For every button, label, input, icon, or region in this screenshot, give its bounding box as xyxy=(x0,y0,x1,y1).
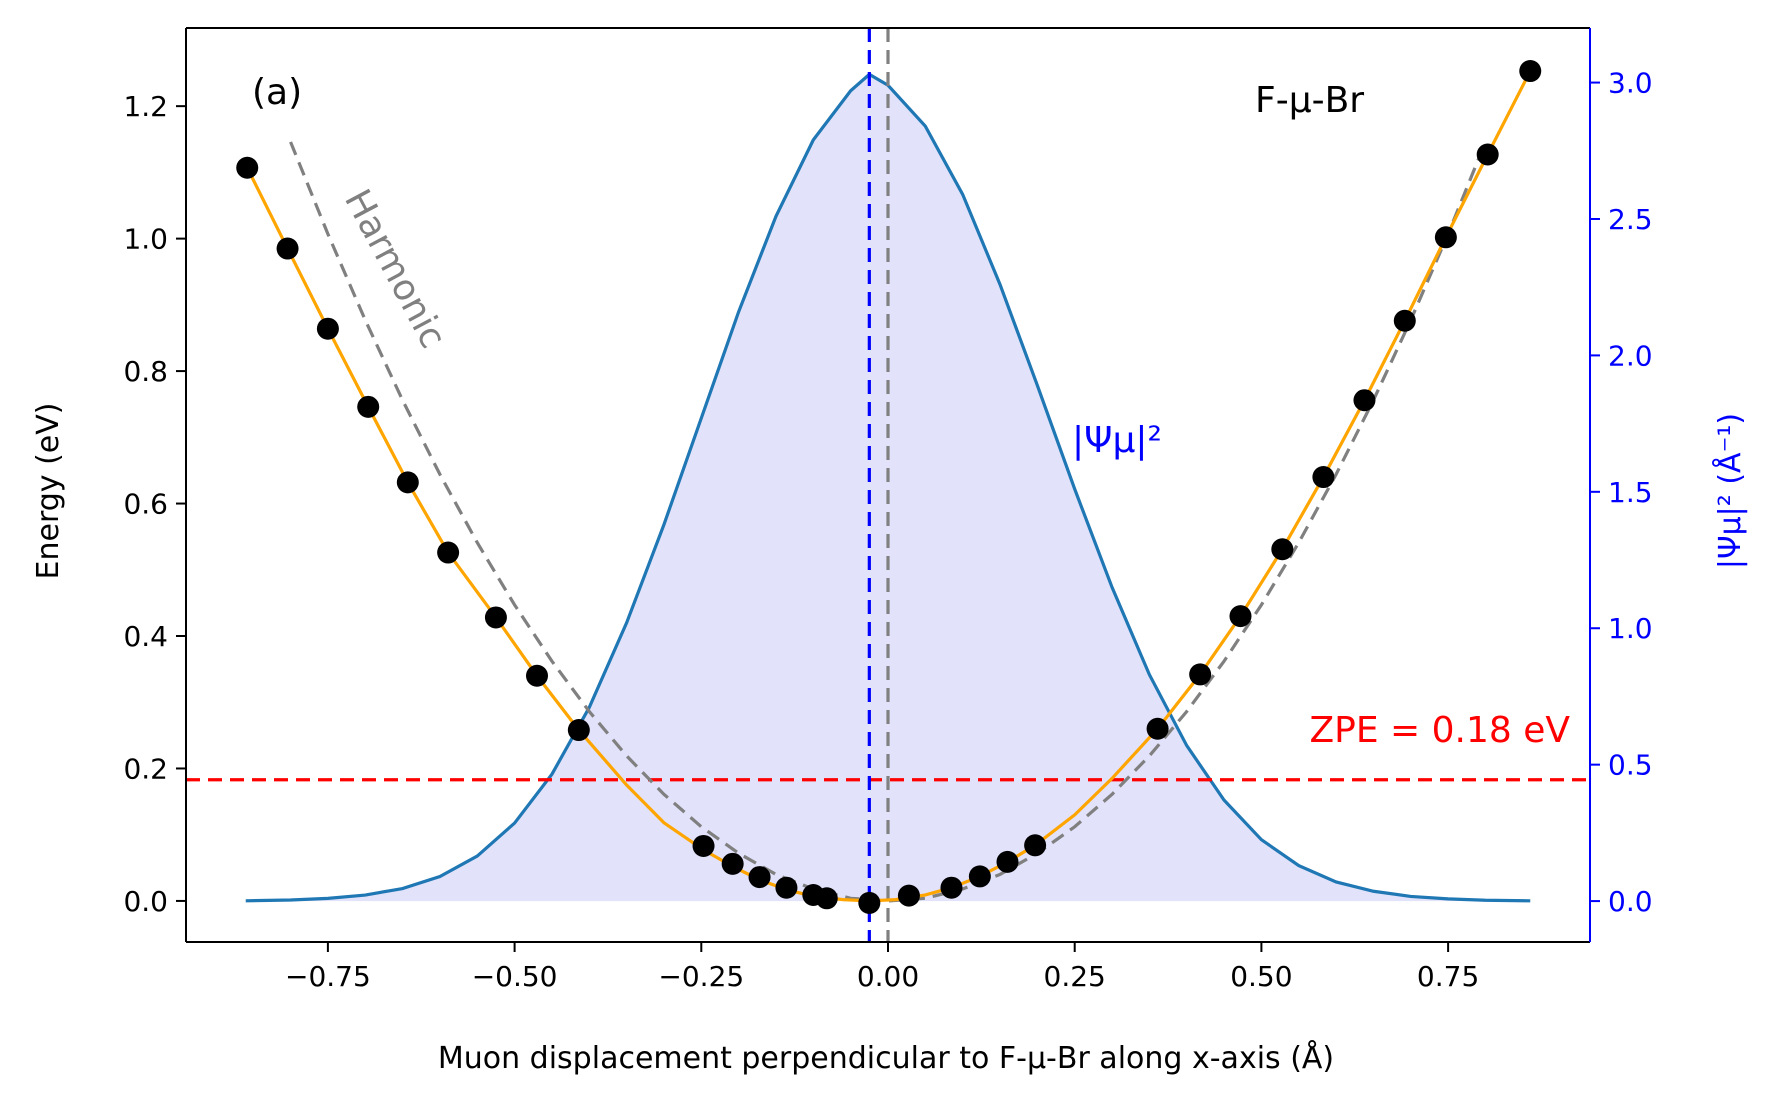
data-point xyxy=(1353,389,1376,412)
data-point xyxy=(721,852,744,875)
data-point xyxy=(1434,226,1457,249)
y-right-tick-label: 0.0 xyxy=(1608,885,1653,918)
data-point xyxy=(815,887,838,910)
data-point xyxy=(1476,143,1499,166)
y-left-tick-label: 1.2 xyxy=(123,90,168,123)
data-point xyxy=(996,850,1019,873)
data-point xyxy=(316,317,339,340)
psi-line xyxy=(245,72,1531,903)
lines-layer xyxy=(186,28,1590,942)
x-axis-label: Muon displacement perpendicular to F-μ-B… xyxy=(438,1040,1334,1076)
data-point xyxy=(748,866,771,889)
data-point xyxy=(1519,60,1542,83)
data-point xyxy=(484,606,507,629)
data-point xyxy=(236,156,259,179)
y-left-tick-label: 0.6 xyxy=(123,488,168,521)
y-right-tick-label: 2.5 xyxy=(1608,203,1653,236)
data-point xyxy=(775,876,798,899)
data-point xyxy=(526,664,548,687)
fit-curve xyxy=(245,70,1532,903)
y-left-tick-label: 0.8 xyxy=(123,355,168,388)
data-point xyxy=(1189,663,1212,686)
x-tick-label: −0.50 xyxy=(472,960,558,993)
psi-layer xyxy=(245,72,1531,903)
data-point xyxy=(1229,605,1252,628)
data-point xyxy=(1146,717,1169,740)
data-point xyxy=(1271,538,1294,561)
x-tick-label: 0.50 xyxy=(1230,960,1292,993)
harmonic-curve xyxy=(289,141,1487,903)
data-point xyxy=(940,876,963,899)
x-tick-label: −0.75 xyxy=(285,960,371,993)
data-point xyxy=(858,891,881,914)
y-right-tick-label: 1.0 xyxy=(1608,612,1653,645)
y-left-tick-label: 0.2 xyxy=(123,752,168,785)
data-point xyxy=(437,541,460,564)
system-label: F-μ-Br xyxy=(1255,80,1364,121)
zpe-label: ZPE = 0.18 eV xyxy=(1309,710,1570,751)
data-point xyxy=(567,719,590,742)
x-tick-label: −0.25 xyxy=(658,960,744,993)
data-point xyxy=(276,237,299,260)
axes-layer: −0.75 −0.50 −0.25 0.00 0.25 0.50 0.75 0.0 0.2 0.4… xyxy=(123,27,1653,993)
y-axis-label-right: |Ψμ|² (Å⁻¹) xyxy=(1712,413,1748,569)
data-point xyxy=(396,471,419,494)
y-left-tick-label: 0.4 xyxy=(123,620,168,653)
x-tick-label: 0.25 xyxy=(1044,960,1106,993)
data-point xyxy=(692,834,715,857)
y-right-tick-label: 0.5 xyxy=(1608,749,1653,782)
data-point xyxy=(1312,466,1335,489)
y-left-tick-label: 1.0 xyxy=(123,223,168,256)
points-layer xyxy=(236,60,1542,914)
data-point xyxy=(968,865,991,888)
y-right-tick-label: 2.0 xyxy=(1608,339,1653,372)
psi-label: |Ψμ|² xyxy=(1072,420,1162,461)
y-right-tick-label: 1.5 xyxy=(1608,476,1653,509)
panel-label: (a) xyxy=(252,72,302,113)
x-tick-label: 0.75 xyxy=(1417,960,1479,993)
data-point xyxy=(357,395,380,418)
x-tick-label: 0.00 xyxy=(857,960,919,993)
y-right-tick-label: 3.0 xyxy=(1608,67,1653,100)
data-point xyxy=(897,884,920,907)
data-point xyxy=(1024,834,1047,857)
y-left-tick-label: 0.0 xyxy=(123,885,168,918)
y-axis-label-left: Energy (eV) xyxy=(31,403,66,580)
harmonic-label: Harmonic xyxy=(336,183,453,355)
data-point xyxy=(1393,309,1416,332)
psi-fill xyxy=(245,74,1531,902)
